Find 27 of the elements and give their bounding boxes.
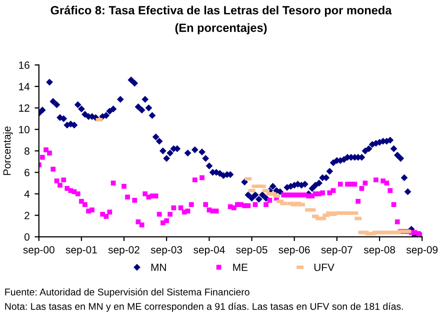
y-tick-label: 4 [24,190,30,198]
y-tick-label: 10 [19,126,30,134]
x-tick-label: sep-04 [194,246,225,256]
text: Nota: Las tasas en MN y en ME corresponden a 91 días. Las tasas en UFV son de 181 días. [5,302,403,312]
y-tick-label: 8 [24,147,30,155]
y-tick-label: 16 [19,61,30,69]
x-tick-label: sep-05 [236,246,268,256]
x-tick-label: sep-06 [278,246,310,256]
x-tick-label: sep-01 [66,246,97,256]
x-tick-label: sep-00 [23,246,54,256]
x-tick-label: sep-02 [108,246,140,256]
x-tick-label: sep-07 [321,246,352,256]
x-tick-label: sep-09 [406,246,438,256]
source-note: Fuente: Autoridad de Supervisión del Sistema Financiero [5,288,250,298]
y-tick-label: 6 [24,168,30,176]
y-tick-label: 12 [19,104,30,112]
x-tick-label: sep-08 [364,246,396,256]
y-tick-label: 14 [19,83,30,90]
legend-label: ME [233,264,248,271]
y-tick-label: 0 [24,233,30,241]
y-tick-label: 2 [24,212,30,220]
chart-title: Gráfico 8: Tasa Efectiva de las Letras del Tesoro por moneda [50,6,392,17]
x-tick-label: sep-03 [150,246,182,256]
legend-label: MN [151,264,166,271]
y-axis-title: Porcentaje [3,126,13,175]
chart-subtitle: (En porcentajes) [175,23,267,34]
legend-label: UFV [314,264,334,272]
